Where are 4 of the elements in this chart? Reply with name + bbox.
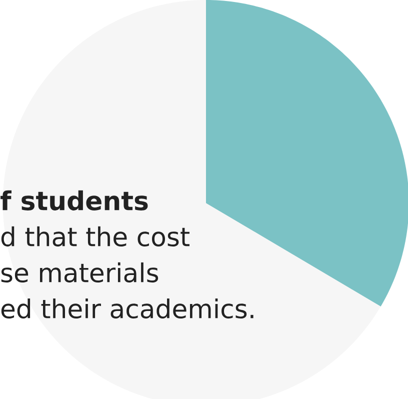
text: ed their academics. (1, 298, 254, 318)
text: se materials (1, 262, 158, 282)
text: f students (0, 190, 148, 210)
text: d that the cost (1, 226, 190, 246)
